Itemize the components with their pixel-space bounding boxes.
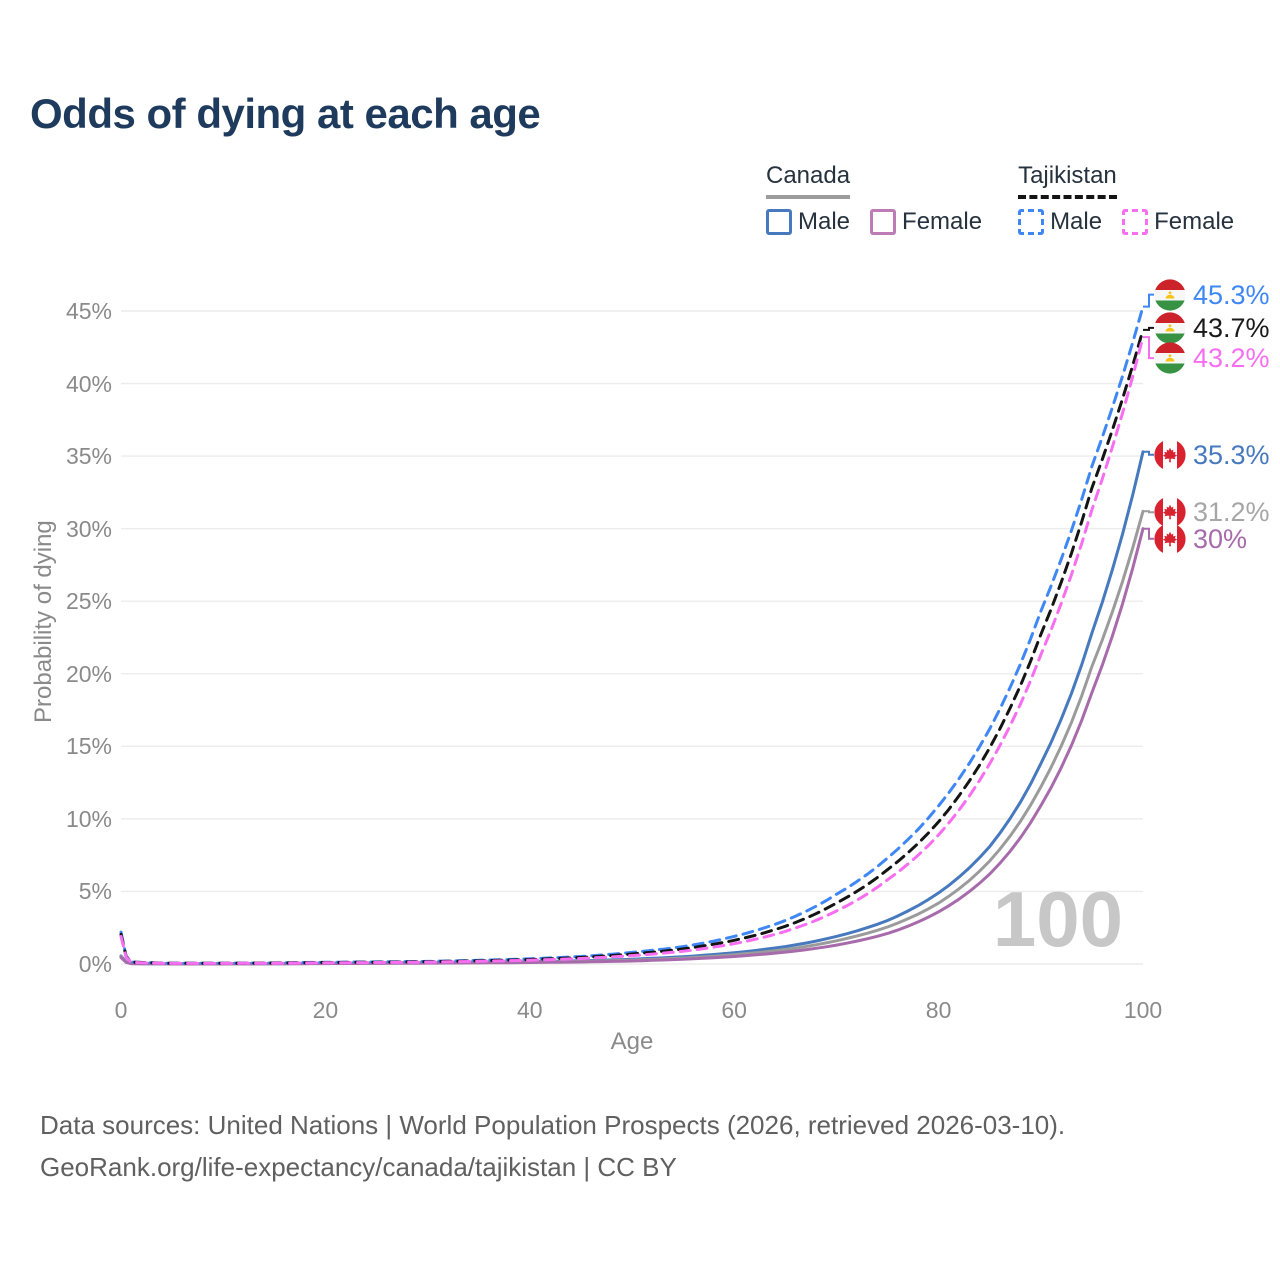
end-label-canada-both-sexes: 31.2%	[1154, 495, 1270, 529]
x-tick-label: 20	[312, 997, 339, 1023]
legend-label: Female	[902, 208, 983, 235]
tajikistan-flag-icon	[1154, 342, 1186, 374]
y-tick-label: 10%	[65, 805, 112, 832]
legend-items-tajikistan: Male Female	[1018, 209, 1234, 235]
y-tick-label: 25%	[65, 588, 112, 615]
x-tick-label: 0	[114, 997, 128, 1023]
legend-group-tajikistan: Tajikistan Male Female	[1018, 162, 1234, 235]
end-label-value: 30%	[1193, 523, 1248, 554]
end-label-connector	[1143, 450, 1154, 456]
tajikistan-flag-icon	[1154, 312, 1186, 344]
end-label-connector	[1143, 527, 1154, 540]
legend-group-canada: Canada Male Female	[766, 162, 982, 235]
end-label-value: 35.3%	[1193, 439, 1270, 470]
x-tick-label: 60	[721, 997, 747, 1023]
end-label-connector	[1143, 326, 1154, 331]
legend-label: Male	[1050, 208, 1103, 235]
series-line-tajikistan-male[interactable]	[119, 305, 1145, 965]
y-tick-label: 35%	[65, 443, 112, 470]
y-tick-label: 45%	[65, 298, 112, 324]
chart-title: Odds of dying at each age	[30, 90, 541, 137]
footer: Data sources: United Nations | World Pop…	[40, 1104, 1065, 1188]
y-tick-label: 20%	[65, 660, 112, 687]
legend-header-tajikistan[interactable]: Tajikistan	[1018, 162, 1117, 199]
end-label-connector	[1143, 336, 1154, 360]
attribution-line: GeoRank.org/life-expectancy/canada/tajik…	[40, 1152, 677, 1182]
legend-label: Male	[798, 208, 851, 235]
end-label-canada-female: 30%	[1154, 522, 1247, 556]
y-tick-label: 40%	[65, 370, 112, 397]
canada-female-swatch[interactable]	[870, 209, 897, 235]
canada-male-swatch[interactable]	[766, 209, 792, 235]
end-label-tajikistan-both-sexes: 43.7%	[1154, 311, 1270, 345]
age-counter-watermark: 100	[992, 875, 1123, 963]
legend-item-tajikistan-female[interactable]: Female	[1122, 209, 1234, 235]
canada-flag-icon	[1154, 439, 1186, 471]
end-label-value: 43.7%	[1193, 312, 1270, 343]
canada-flag-icon	[1154, 496, 1186, 528]
end-label-connector	[1143, 293, 1154, 308]
x-tick-label: 40	[517, 997, 543, 1023]
end-label-tajikistan-female: 43.2%	[1154, 341, 1270, 375]
end-label-value: 43.2%	[1193, 343, 1270, 374]
legend-items-canada: Male Female	[766, 209, 982, 235]
end-label-value: 31.2%	[1193, 497, 1270, 528]
legend-label: Female	[1154, 208, 1235, 235]
legend-header-canada[interactable]: Canada	[766, 162, 851, 199]
y-tick-label: 5%	[78, 878, 112, 905]
end-label-value: 45.3%	[1193, 279, 1270, 310]
x-tick-label: 80	[925, 997, 952, 1023]
canada-flag-icon	[1154, 523, 1186, 555]
end-label-tajikistan-male: 45.3%	[1154, 278, 1270, 312]
x-axis-title: Age	[610, 1028, 654, 1055]
tajikistan-flag-icon	[1154, 279, 1186, 311]
legend-item-canada-female[interactable]: Female	[870, 209, 982, 235]
y-tick-label: 30%	[65, 515, 112, 542]
y-tick-label: 0%	[78, 951, 112, 977]
legend-item-canada-male[interactable]: Male	[766, 209, 850, 235]
series-line-tajikistan-female[interactable]	[119, 335, 1145, 965]
legend-item-tajikistan-male[interactable]: Male	[1018, 209, 1102, 235]
y-tick-label: 15%	[65, 733, 112, 760]
tajikistan-male-swatch[interactable]	[1018, 209, 1045, 235]
y-axis-title: Probability of dying	[30, 520, 57, 724]
legend: Canada Male Female Tajikistan Male	[766, 162, 1234, 235]
end-label-connector	[1143, 510, 1154, 514]
x-tick-label: 100	[1123, 997, 1163, 1023]
tajikistan-female-swatch[interactable]	[1122, 209, 1149, 235]
end-label-canada-male: 35.3%	[1154, 438, 1270, 472]
data-source-line: Data sources: United Nations | World Pop…	[40, 1110, 1066, 1140]
series-line-tajikistan-both-sexes[interactable]	[119, 328, 1145, 965]
